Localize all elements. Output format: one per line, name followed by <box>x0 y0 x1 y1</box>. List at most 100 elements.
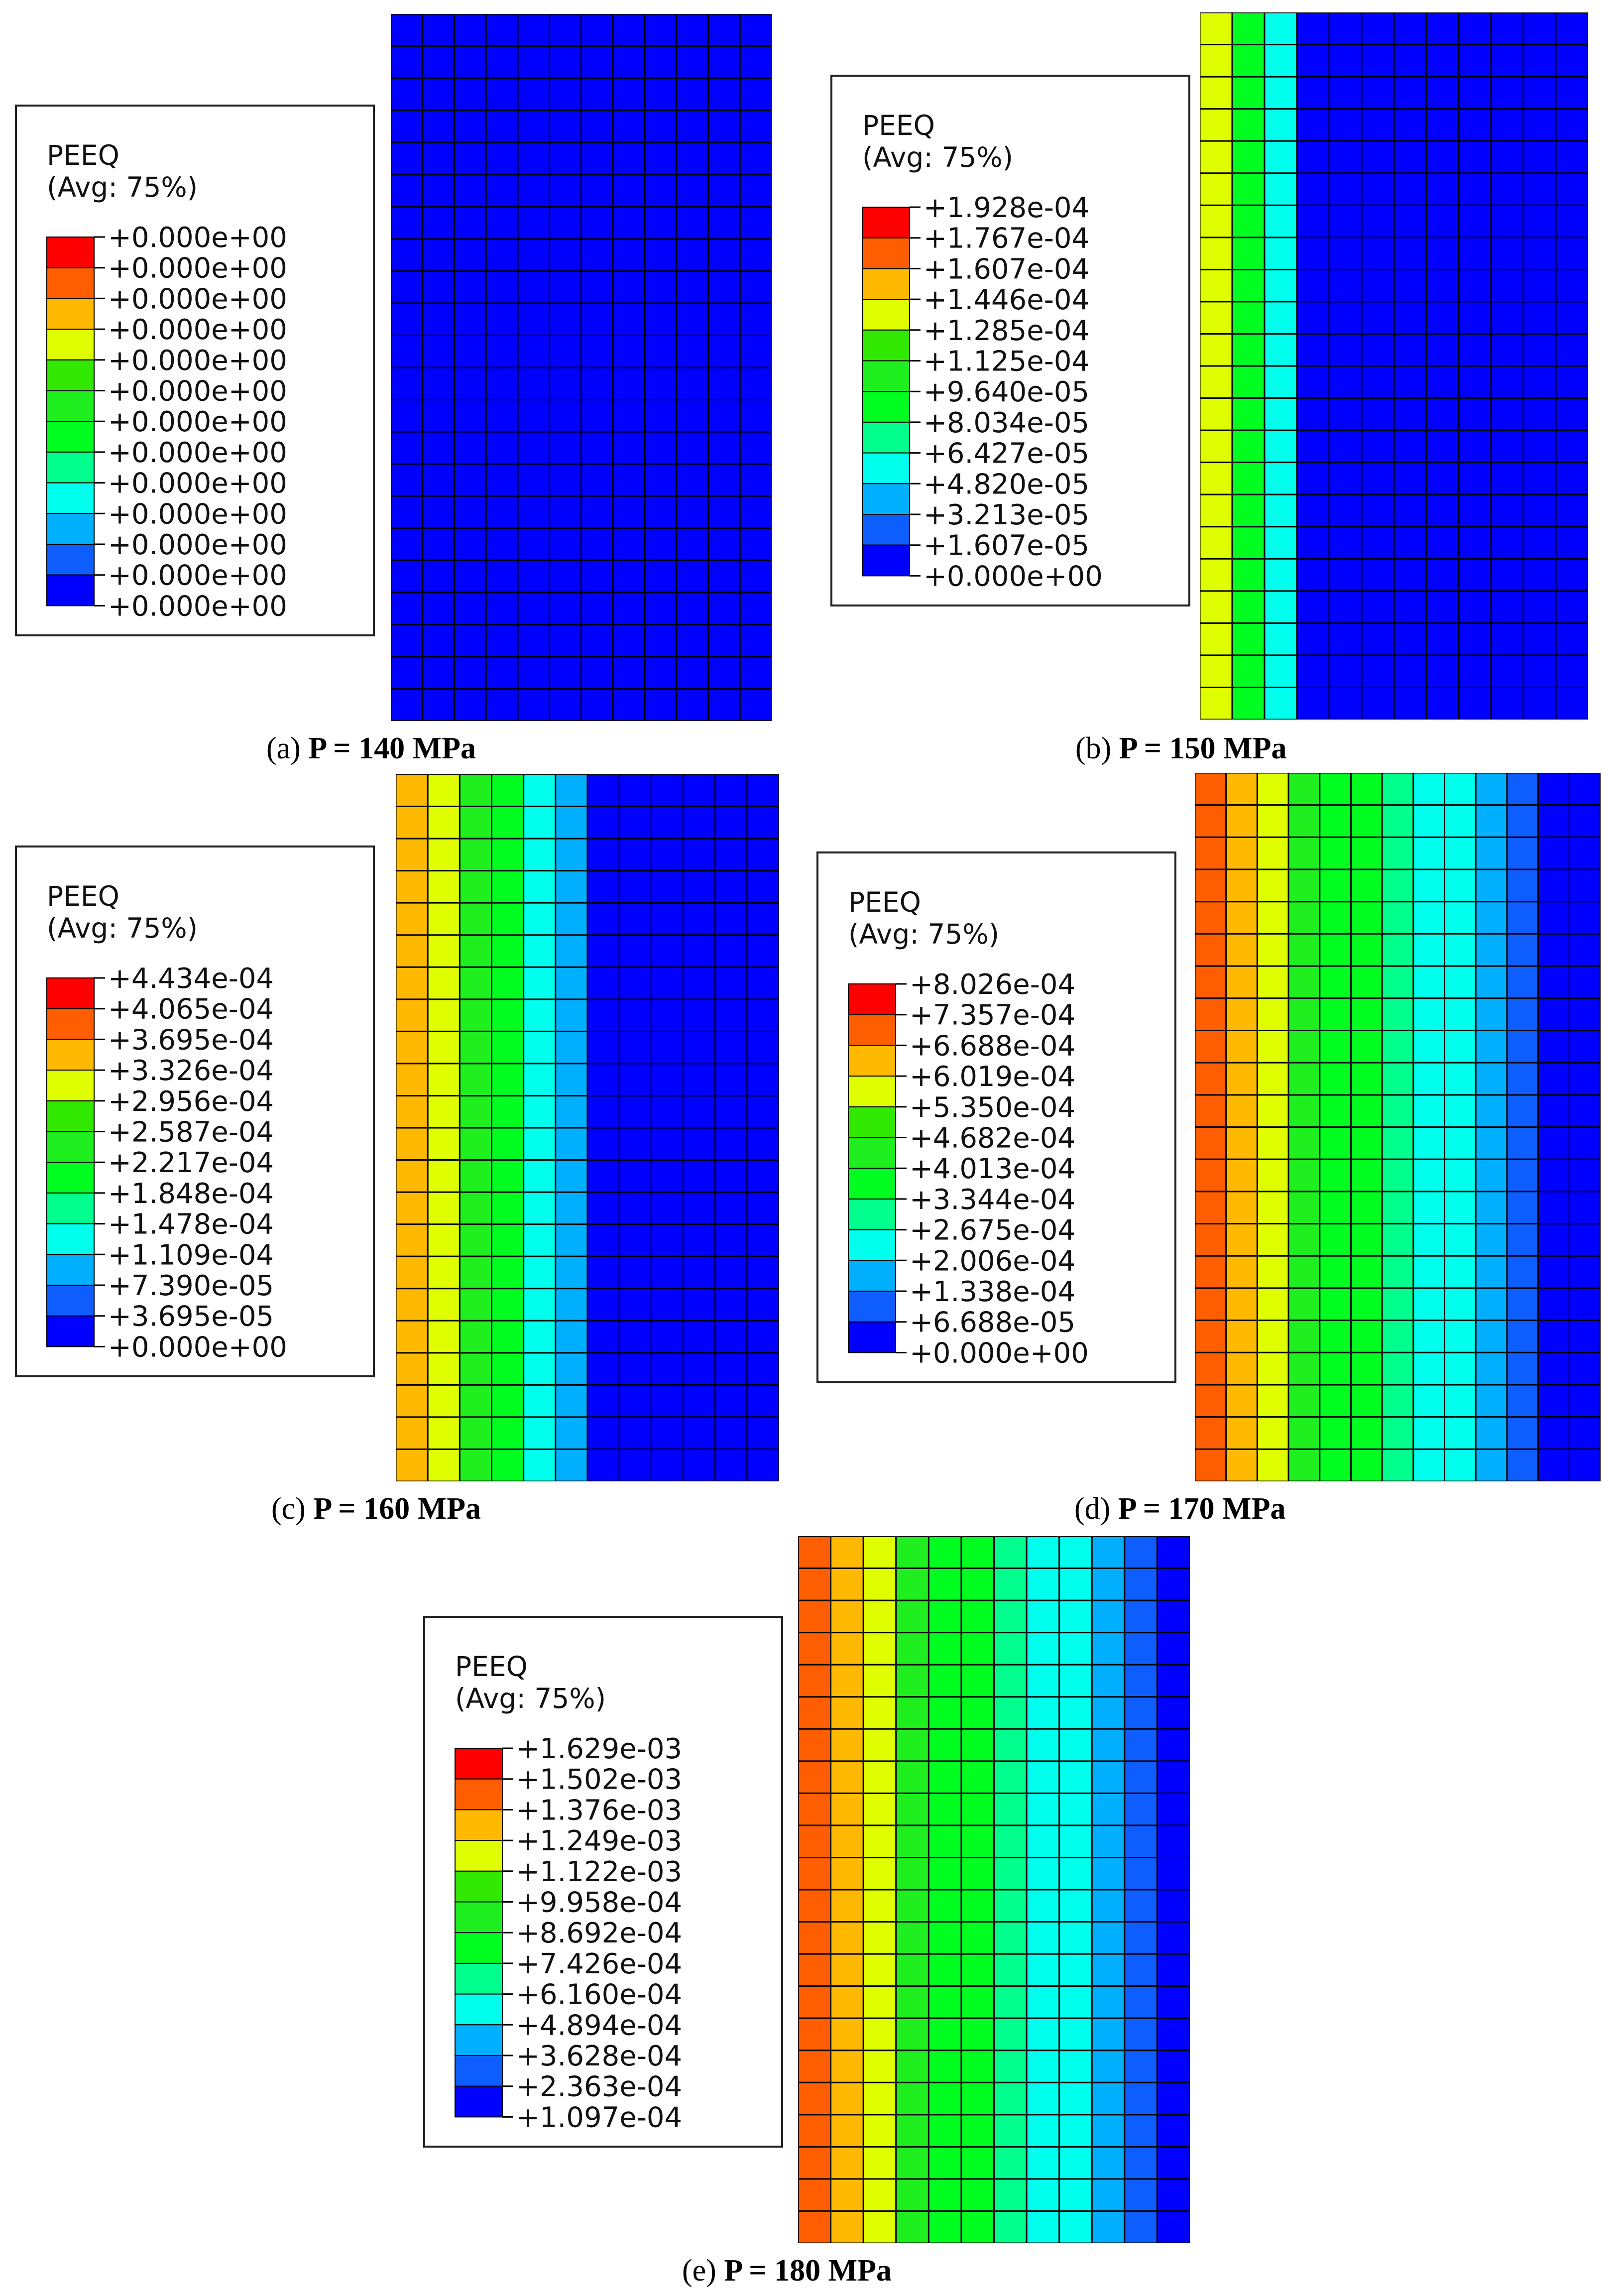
legend-value: +9.958e-04 <box>516 1887 682 1919</box>
legend-value: +1.502e-03 <box>516 1764 682 1796</box>
caption-d: (d) P = 170 MPa <box>1074 1491 1285 1527</box>
color-band <box>46 1315 95 1347</box>
color-band <box>46 451 95 483</box>
legend-value: +0.000e+00 <box>108 406 287 438</box>
legend-value: +4.682e-04 <box>910 1122 1075 1155</box>
contour-plot-b <box>1200 12 1588 720</box>
legend-value: +0.000e+00 <box>108 222 287 254</box>
color-band <box>862 452 910 484</box>
color-band <box>455 1809 503 1841</box>
legend-value: +1.125e-04 <box>924 346 1089 378</box>
legend-value: +1.376e-03 <box>516 1794 682 1826</box>
legend-value: +2.587e-04 <box>108 1116 274 1149</box>
color-band <box>455 1870 503 1903</box>
legend-value: +7.426e-04 <box>516 1948 682 1980</box>
color-band <box>46 1192 95 1224</box>
legend-c: PEEQ (Avg: 75%) +4.434e-04 +4.065e-04 +3.6… <box>15 846 375 1377</box>
legend-value: +2.006e-04 <box>910 1245 1075 1277</box>
color-band <box>46 574 95 606</box>
color-band <box>46 390 95 422</box>
legend-value: +0.000e+00 <box>108 498 287 530</box>
color-scale: +1.629e-03+1.502e-03+1.376e-03+1.249e-03… <box>455 1733 682 2134</box>
color-band <box>455 1901 503 1933</box>
legend-value: +0.000e+00 <box>108 529 287 561</box>
color-scale: +0.000e+00+0.000e+00+0.000e+00+0.000e+00… <box>46 222 287 622</box>
legend-d: PEEQ (Avg: 75%) +8.026e-04 +7.357e-04 +6.6… <box>816 851 1176 1383</box>
color-band <box>848 983 896 1015</box>
legend-value: +1.848e-04 <box>108 1178 274 1210</box>
legend-value: +8.692e-04 <box>516 1917 682 1949</box>
legend-value: +4.434e-04 <box>108 963 274 995</box>
legend-value: +6.019e-04 <box>910 1061 1075 1093</box>
caption-e: (e) P = 180 MPa <box>682 2253 892 2289</box>
legend-value: +1.478e-04 <box>108 1208 274 1241</box>
color-band <box>862 268 910 300</box>
color-band <box>862 544 910 577</box>
color-band <box>46 1254 95 1286</box>
caption-label: P = 140 MPa <box>308 731 476 765</box>
legend-value: +3.326e-04 <box>108 1055 274 1087</box>
legend-value: +2.363e-04 <box>516 2071 682 2103</box>
legend-value: +0.000e+00 <box>910 1337 1089 1369</box>
color-band <box>848 1198 896 1230</box>
caption-letter: (a) <box>266 731 301 765</box>
color-scale: +1.928e-04+1.767e-04+1.607e-04+1.446e-04… <box>862 192 1103 593</box>
color-band <box>862 299 910 331</box>
legend-value: +1.109e-04 <box>108 1239 274 1271</box>
legend-averaging: (Avg: 75%) <box>848 918 1000 950</box>
color-band <box>848 1229 896 1261</box>
color-band <box>46 359 95 391</box>
color-band <box>862 207 910 239</box>
color-scale: +8.026e-04+7.357e-04+6.688e-04+6.019e-04… <box>848 968 1089 1369</box>
legend-e: PEEQ (Avg: 75%) +1.629e-03 +1.502e-03 +1.3… <box>423 1616 783 2148</box>
legend-value: +0.000e+00 <box>108 283 287 315</box>
caption-label: P = 150 MPa <box>1119 731 1287 765</box>
contour-plot-e <box>798 1536 1190 2243</box>
legend-value: +1.767e-04 <box>924 223 1089 255</box>
legend-a: PEEQ (Avg: 75%) +0.000e+00 +0.000e+00 +0.0… <box>15 105 375 636</box>
legend-value: +7.390e-05 <box>108 1270 274 1302</box>
color-band <box>46 513 95 545</box>
color-band <box>848 1045 896 1077</box>
legend-value: +4.894e-04 <box>516 2009 682 2042</box>
legend-value: +3.695e-04 <box>108 1024 274 1056</box>
color-band <box>455 1840 503 1872</box>
legend-value: +4.820e-05 <box>924 468 1089 500</box>
color-band <box>862 421 910 454</box>
color-band <box>848 1076 896 1107</box>
legend-value: +3.628e-04 <box>516 2040 682 2072</box>
color-band <box>862 391 910 423</box>
legend-value: +6.160e-04 <box>516 1979 682 2011</box>
legend-value: +7.357e-04 <box>910 999 1075 1032</box>
color-band <box>455 1993 503 2026</box>
legend-value: +1.607e-04 <box>924 253 1089 285</box>
caption-letter: (c) <box>271 1492 306 1526</box>
color-band <box>862 329 910 362</box>
legend-value: +1.607e-05 <box>924 530 1089 562</box>
color-band <box>46 544 95 576</box>
legend-title: PEEQ <box>47 880 119 912</box>
legend-value: +2.675e-04 <box>910 1214 1075 1247</box>
legend-value: +5.350e-04 <box>910 1091 1075 1124</box>
legend-value: +8.034e-05 <box>924 407 1089 439</box>
legend-value: +0.000e+00 <box>924 560 1103 593</box>
legend-averaging: (Avg: 75%) <box>455 1683 606 1714</box>
legend-value: +1.928e-04 <box>924 192 1089 224</box>
color-band <box>862 514 910 546</box>
color-band <box>455 2055 503 2087</box>
color-band <box>848 1168 896 1200</box>
legend-value: +0.000e+00 <box>108 1331 287 1363</box>
color-band <box>46 977 95 1009</box>
caption-c: (c) P = 160 MPa <box>271 1491 481 1527</box>
legend-value: +1.249e-03 <box>516 1825 682 1857</box>
legend-value: +1.285e-04 <box>924 315 1089 347</box>
color-band <box>455 2085 503 2118</box>
legend-averaging: (Avg: 75%) <box>862 141 1014 173</box>
caption-label: P = 160 MPa <box>313 1492 481 1526</box>
color-band <box>848 1291 896 1323</box>
color-band <box>46 237 95 268</box>
caption-b: (b) P = 150 MPa <box>1075 731 1286 766</box>
legend-value: +0.000e+00 <box>108 468 287 500</box>
legend-value: +1.446e-04 <box>924 284 1089 316</box>
legend-averaging: (Avg: 75%) <box>47 171 198 203</box>
